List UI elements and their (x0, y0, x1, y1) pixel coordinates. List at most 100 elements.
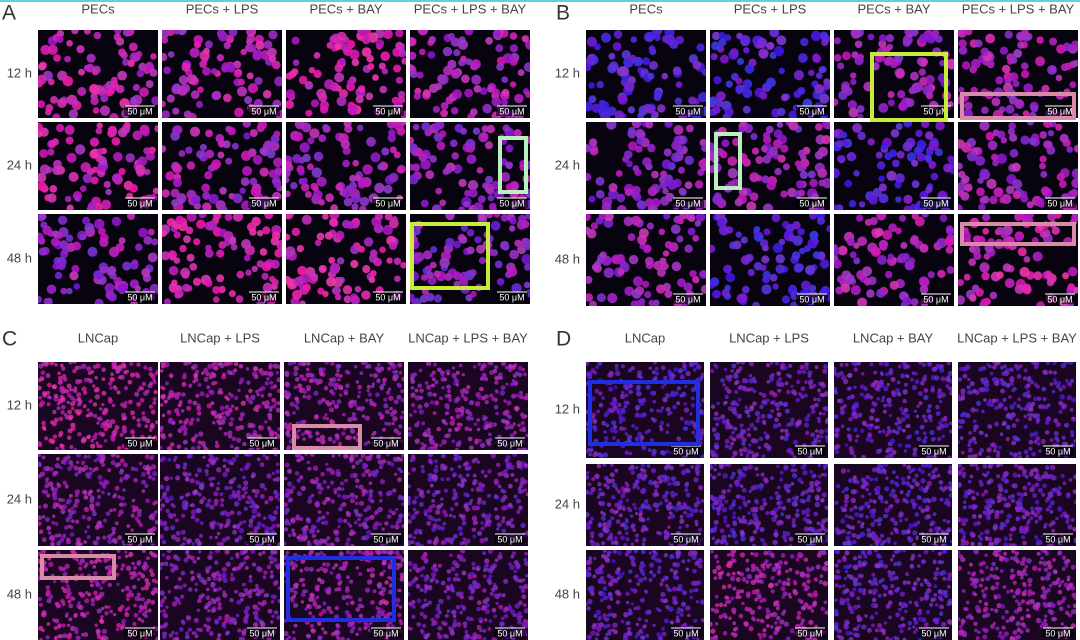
cell (167, 512, 173, 518)
cell (445, 96, 454, 105)
cell (494, 507, 498, 512)
cell (472, 534, 477, 539)
cell (217, 601, 222, 607)
cell (221, 62, 230, 71)
cell (387, 133, 396, 143)
cell (591, 103, 601, 113)
cell (179, 544, 184, 546)
micrograph: 50 μM (160, 362, 280, 450)
cell (735, 231, 742, 238)
cell (1040, 186, 1050, 196)
cell (47, 44, 58, 55)
cell (45, 593, 49, 597)
cell (205, 393, 210, 398)
cell (286, 426, 292, 432)
cell (463, 396, 469, 402)
cell (229, 576, 236, 582)
cell (195, 100, 204, 109)
cell (868, 195, 878, 205)
cell (878, 183, 887, 192)
cell (208, 476, 213, 482)
micrograph: 50 μM (284, 362, 404, 450)
cell (834, 98, 839, 107)
cell (451, 107, 459, 115)
cell (268, 55, 277, 63)
cell (228, 290, 236, 298)
cell (301, 533, 306, 537)
cell (127, 30, 135, 36)
cell (408, 426, 412, 431)
cell (753, 261, 763, 271)
cell (44, 436, 49, 441)
cell (684, 181, 693, 190)
cell (443, 65, 453, 76)
cell (788, 234, 796, 242)
cell (763, 228, 771, 236)
cell (195, 480, 200, 486)
cell (227, 126, 236, 136)
cell (60, 250, 69, 259)
cell (505, 183, 513, 191)
cell (440, 454, 446, 459)
cell (473, 202, 484, 210)
cell (340, 487, 345, 492)
cell (198, 627, 203, 633)
panel-letter: C (2, 328, 17, 351)
cell (91, 511, 97, 517)
cell (236, 86, 248, 97)
cell (99, 266, 108, 274)
cell (209, 504, 215, 510)
cell (294, 471, 300, 476)
row-label: 24 h (7, 491, 32, 506)
cell (815, 123, 823, 131)
cell (588, 195, 596, 203)
cell (288, 422, 293, 427)
cell (958, 86, 965, 94)
cell (260, 394, 265, 398)
cell (600, 110, 611, 118)
cell (408, 512, 411, 517)
cell (167, 30, 175, 36)
row-label: 24 h (7, 157, 32, 172)
scale-label: 50 μM (373, 438, 398, 448)
cell (284, 422, 288, 426)
cell (130, 575, 134, 580)
cell (461, 482, 465, 487)
cell (269, 575, 274, 579)
cell (169, 476, 173, 480)
cell (78, 365, 82, 370)
cell (648, 45, 656, 52)
column-header: PECs + LPS (734, 1, 807, 16)
cell (205, 472, 209, 477)
cell (617, 268, 625, 276)
cell (408, 498, 411, 503)
cell (243, 550, 248, 554)
cell (419, 489, 425, 495)
cell (392, 488, 397, 493)
cell (256, 260, 264, 268)
cell (453, 456, 458, 462)
cell (460, 127, 467, 135)
cell (464, 542, 468, 546)
scale-label: 50 μM (251, 292, 276, 302)
cell (182, 583, 187, 588)
cell (229, 417, 235, 422)
cell (277, 388, 280, 394)
cell (135, 164, 146, 176)
scale-label: 50 μM (249, 438, 274, 448)
scale-bar-bg (920, 106, 952, 116)
cell (465, 58, 473, 66)
cell (429, 483, 434, 488)
cell (509, 225, 516, 232)
cell (817, 168, 828, 179)
cell (457, 464, 462, 469)
cell (271, 278, 279, 287)
cell (247, 495, 252, 500)
cell (878, 39, 887, 48)
cell (388, 395, 394, 401)
cell (494, 260, 503, 269)
cell (41, 455, 46, 460)
cell (1055, 74, 1063, 82)
cell (514, 239, 522, 247)
micrograph: 50 μM (958, 30, 1078, 118)
